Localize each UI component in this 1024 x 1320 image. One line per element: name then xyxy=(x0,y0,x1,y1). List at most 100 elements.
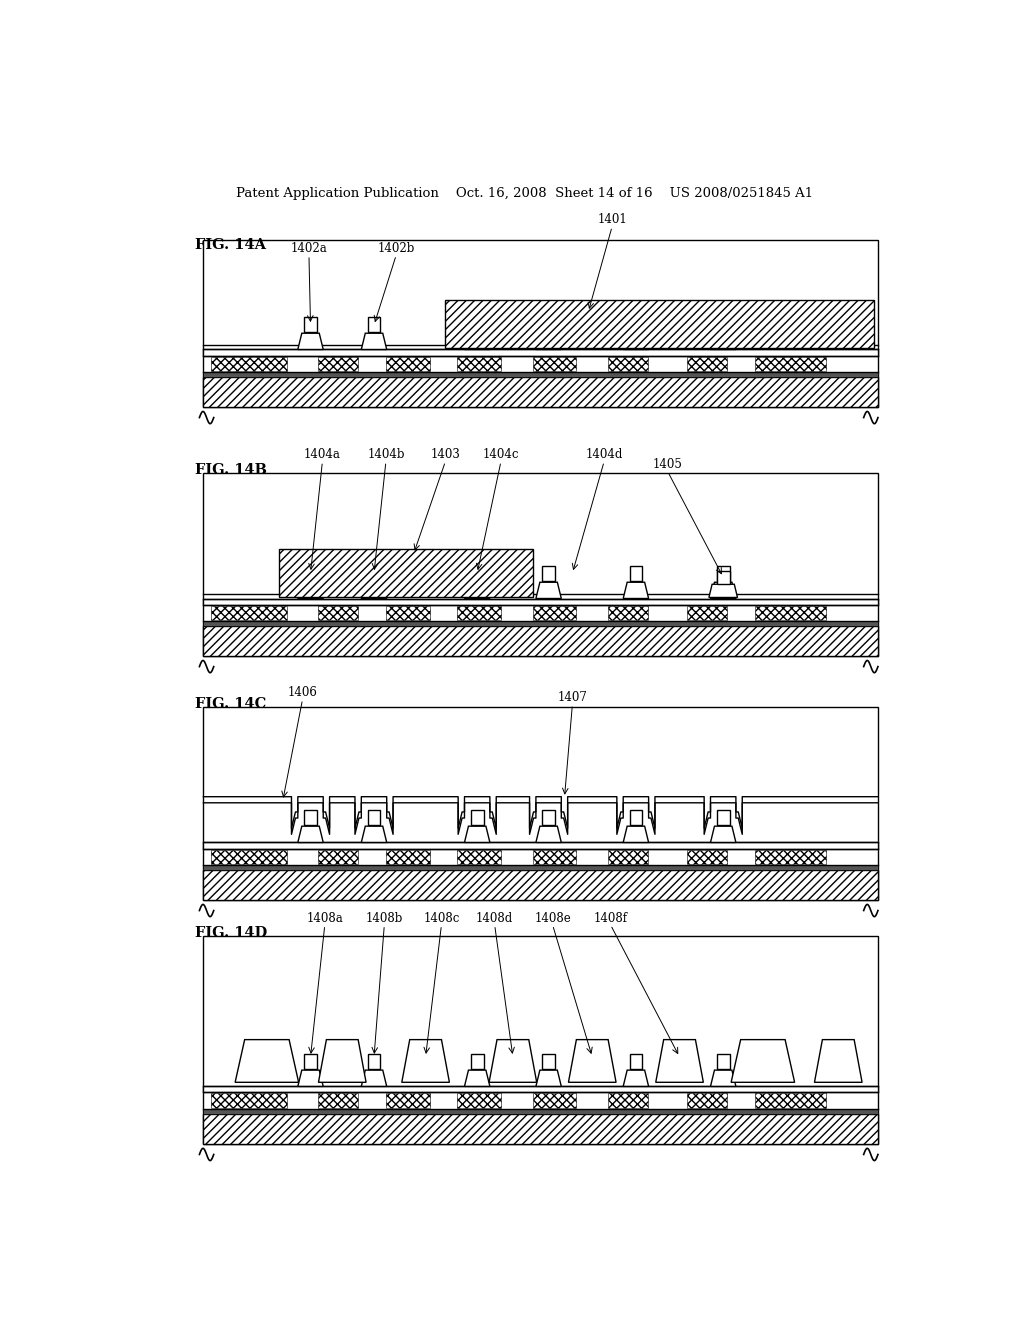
Polygon shape xyxy=(401,1040,450,1082)
Polygon shape xyxy=(361,333,387,350)
Polygon shape xyxy=(711,826,736,842)
Polygon shape xyxy=(465,582,489,598)
Bar xyxy=(386,356,430,371)
Bar xyxy=(318,1093,358,1107)
Bar xyxy=(204,1114,878,1144)
Bar xyxy=(630,566,642,581)
Text: 1403: 1403 xyxy=(430,449,461,461)
Bar xyxy=(717,566,729,581)
Bar xyxy=(211,356,287,371)
Bar xyxy=(204,842,878,849)
Bar xyxy=(204,378,878,408)
Bar xyxy=(304,1053,316,1069)
Bar xyxy=(543,317,555,333)
Bar xyxy=(204,1109,878,1114)
Bar xyxy=(386,606,430,620)
Polygon shape xyxy=(298,1071,324,1086)
Bar xyxy=(368,810,380,825)
Bar xyxy=(368,317,380,333)
Bar xyxy=(608,850,648,863)
Bar xyxy=(279,549,532,598)
Polygon shape xyxy=(536,826,561,842)
Text: FIG. 14D: FIG. 14D xyxy=(196,925,267,940)
Bar xyxy=(543,566,555,581)
Polygon shape xyxy=(711,1071,736,1086)
Text: FIG. 14C: FIG. 14C xyxy=(196,697,266,711)
Bar xyxy=(755,1093,826,1107)
Bar xyxy=(204,870,878,900)
Polygon shape xyxy=(465,826,489,842)
Bar xyxy=(204,350,878,355)
Bar xyxy=(532,356,577,371)
Polygon shape xyxy=(731,1040,795,1082)
Bar xyxy=(543,810,555,825)
Text: 1405: 1405 xyxy=(652,458,683,471)
Bar xyxy=(755,606,826,620)
Bar xyxy=(630,1053,642,1069)
Text: 1408a: 1408a xyxy=(306,912,343,925)
Bar xyxy=(204,865,878,870)
Bar xyxy=(318,606,358,620)
Polygon shape xyxy=(489,1040,537,1082)
Bar xyxy=(532,606,577,620)
Bar xyxy=(204,474,878,656)
Polygon shape xyxy=(624,582,648,598)
Polygon shape xyxy=(624,333,648,350)
Polygon shape xyxy=(568,1040,616,1082)
Bar xyxy=(204,626,878,656)
Bar xyxy=(204,936,878,1144)
Bar xyxy=(717,1053,729,1069)
Bar xyxy=(532,1093,577,1107)
Bar xyxy=(204,1086,878,1093)
Polygon shape xyxy=(361,826,387,842)
Bar xyxy=(630,317,642,333)
Bar xyxy=(304,317,316,333)
Bar xyxy=(211,1093,287,1107)
Bar xyxy=(211,850,287,863)
Text: 1404d: 1404d xyxy=(586,449,623,461)
Bar xyxy=(717,572,729,585)
Bar xyxy=(368,1053,380,1069)
Polygon shape xyxy=(536,333,561,350)
Bar xyxy=(458,606,501,620)
Polygon shape xyxy=(814,1040,862,1082)
Polygon shape xyxy=(536,582,561,598)
Text: Patent Application Publication    Oct. 16, 2008  Sheet 14 of 16    US 2008/02518: Patent Application Publication Oct. 16, … xyxy=(237,187,813,201)
Polygon shape xyxy=(624,1071,648,1086)
Polygon shape xyxy=(298,333,324,350)
Polygon shape xyxy=(711,582,736,598)
Polygon shape xyxy=(711,333,736,350)
Polygon shape xyxy=(236,1040,299,1082)
Polygon shape xyxy=(361,1071,387,1086)
Polygon shape xyxy=(709,585,737,598)
Bar xyxy=(471,810,483,825)
Bar xyxy=(687,356,727,371)
Polygon shape xyxy=(361,582,387,598)
Text: 1404b: 1404b xyxy=(368,449,404,461)
Polygon shape xyxy=(536,1071,561,1086)
Text: 1404a: 1404a xyxy=(304,449,341,461)
Text: 1408e: 1408e xyxy=(535,912,571,925)
Polygon shape xyxy=(298,826,324,842)
Polygon shape xyxy=(298,582,324,598)
Bar xyxy=(687,606,727,620)
Text: 1404c: 1404c xyxy=(482,449,519,461)
Text: 1401: 1401 xyxy=(597,214,627,227)
Bar xyxy=(458,850,501,863)
Bar xyxy=(204,708,878,900)
Bar xyxy=(543,1053,555,1069)
Bar xyxy=(304,810,316,825)
Bar xyxy=(204,240,878,408)
Text: 1408f: 1408f xyxy=(594,912,628,925)
Bar xyxy=(204,598,878,605)
Text: 1408d: 1408d xyxy=(476,912,513,925)
Bar xyxy=(211,606,287,620)
Bar xyxy=(458,1093,501,1107)
Bar xyxy=(532,850,577,863)
Polygon shape xyxy=(655,1040,703,1082)
Text: 1402b: 1402b xyxy=(378,242,415,255)
Bar xyxy=(386,850,430,863)
Bar xyxy=(304,566,316,581)
Bar xyxy=(687,850,727,863)
Bar xyxy=(755,356,826,371)
